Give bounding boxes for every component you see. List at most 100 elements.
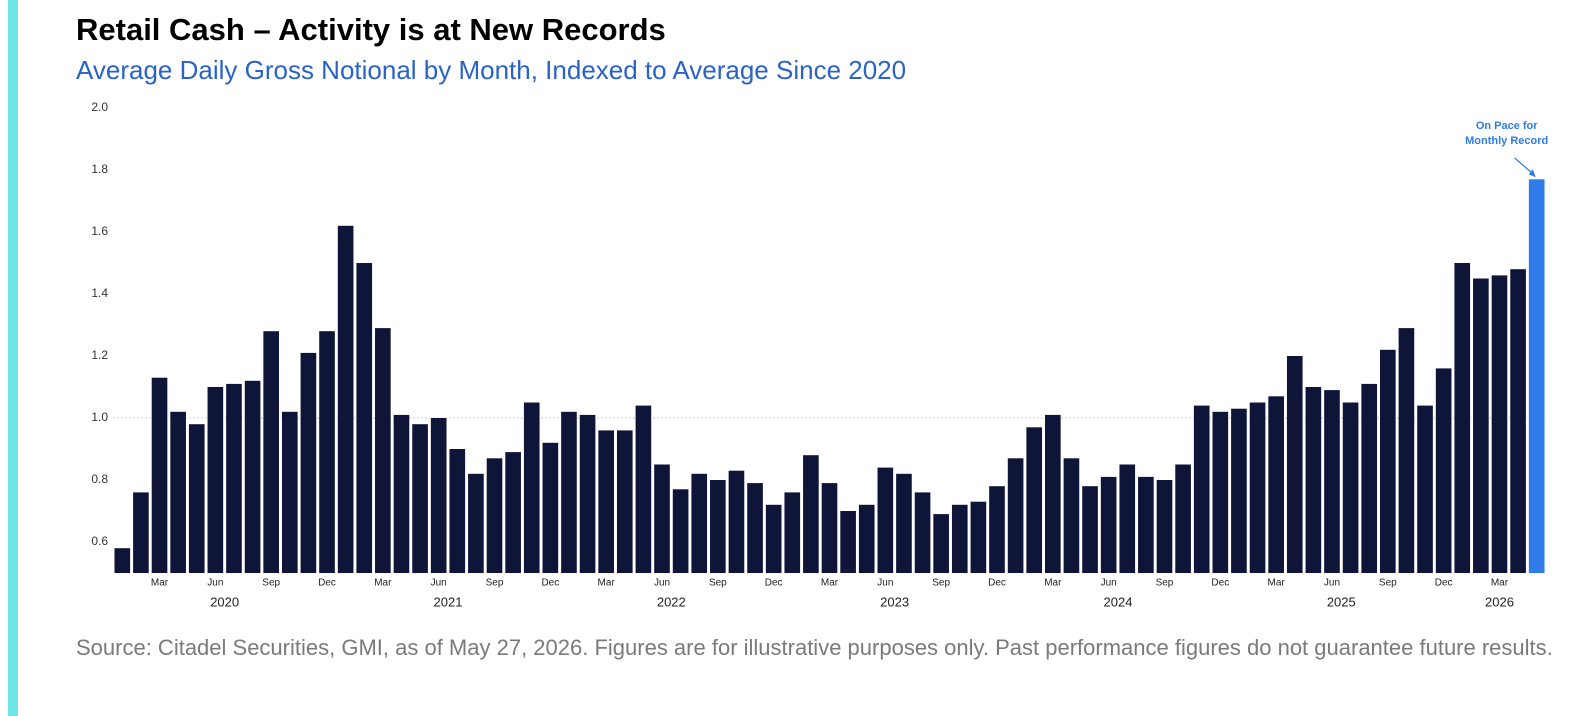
y-tick-label: 1.4: [91, 286, 108, 300]
source-note: Source: Citadel Securities, GMI, as of M…: [76, 635, 1553, 660]
bar: [375, 328, 391, 573]
year-label: 2024: [1104, 594, 1133, 609]
bar: [914, 492, 931, 573]
x-tick-label: Mar: [374, 578, 392, 589]
bar: [933, 514, 949, 573]
x-tick-label: Dec: [1211, 578, 1229, 589]
x-tick-label: Mar: [1044, 578, 1062, 589]
bar: [877, 467, 894, 573]
y-tick-label: 1.0: [91, 410, 108, 424]
bar: [896, 473, 912, 573]
year-label: 2020: [210, 594, 239, 609]
year-label: 2025: [1327, 594, 1356, 609]
x-tick-label: Dec: [765, 578, 783, 589]
bar: [486, 458, 503, 573]
x-tick-label: Sep: [1379, 578, 1397, 589]
bar: [1398, 328, 1415, 573]
bar: [728, 470, 745, 573]
chart-title: Retail Cash – Activity is at New Records: [76, 12, 666, 47]
bar: [1268, 396, 1284, 573]
bar: [951, 504, 968, 573]
bar: [1510, 269, 1526, 573]
bar: [1361, 383, 1378, 573]
bar: [821, 483, 838, 573]
x-tick-label: Jun: [1101, 578, 1117, 589]
chart-subtitle: Average Daily Gross Notional by Month, I…: [76, 55, 907, 85]
bar: [1045, 414, 1061, 573]
bar: [356, 263, 373, 573]
annotation: Monthly Record: [1465, 135, 1548, 147]
x-tick-label: Sep: [709, 578, 727, 589]
bar: [188, 424, 205, 573]
bar: [337, 225, 354, 574]
year-label: 2026: [1485, 594, 1514, 609]
x-tick-label: Dec: [541, 578, 559, 589]
bar: [449, 449, 466, 573]
bar: [1249, 402, 1266, 573]
x-tick-label: Mar: [821, 578, 839, 589]
bar: [989, 486, 1005, 573]
x-tick-label: Jun: [877, 578, 893, 589]
accent-bar: [8, 0, 18, 716]
bar: [784, 492, 801, 573]
bar: [635, 405, 652, 573]
y-tick-label: 2.0: [91, 100, 108, 114]
bar: [393, 414, 410, 573]
x-tick-label: Mar: [1268, 578, 1286, 589]
bar: [505, 452, 521, 573]
bar: [747, 483, 763, 573]
bar: [1435, 368, 1452, 573]
bar: [1286, 356, 1303, 573]
bar: [1417, 405, 1433, 573]
x-tick-label: Dec: [318, 578, 336, 589]
bar: [1212, 411, 1229, 573]
x-tick-label: Jun: [1324, 578, 1340, 589]
y-tick-label: 1.6: [91, 224, 108, 238]
x-tick-label: Sep: [1156, 578, 1174, 589]
bar: [1491, 275, 1508, 573]
bar: [226, 383, 242, 573]
bar: [1473, 278, 1489, 573]
x-tick-label: Sep: [262, 578, 280, 589]
y-tick-label: 0.6: [91, 534, 108, 548]
bar: [263, 331, 280, 573]
bar: [654, 464, 670, 573]
bar: [468, 473, 484, 573]
year-label: 2022: [657, 594, 686, 609]
x-tick-label: Dec: [1435, 578, 1453, 589]
bar: [151, 377, 168, 573]
bar: [970, 501, 987, 573]
x-tick-label: Jun: [207, 578, 223, 589]
bar: [523, 402, 540, 573]
bar: [840, 511, 856, 573]
bar: [1324, 390, 1340, 573]
bar: [300, 352, 317, 573]
bar: [1100, 476, 1117, 573]
bar: [1063, 458, 1080, 573]
year-label: 2023: [880, 594, 909, 609]
bar: [1454, 263, 1471, 573]
bar: [114, 548, 131, 573]
bar: [691, 473, 708, 573]
bar: [616, 430, 633, 573]
bar: [1379, 349, 1396, 573]
bar: [281, 411, 298, 573]
x-tick-label: Mar: [151, 578, 169, 589]
bar: [1193, 405, 1210, 573]
x-tick-label: Sep: [932, 578, 950, 589]
bar: [1138, 476, 1154, 573]
bar: [319, 331, 335, 573]
bar: [1342, 402, 1359, 573]
bar: [1231, 408, 1247, 573]
bar: [561, 411, 577, 573]
x-tick-label: Dec: [988, 578, 1006, 589]
x-tick-label: Mar: [598, 578, 616, 589]
bar: [765, 504, 782, 573]
bar: [1528, 179, 1545, 574]
bar: [1007, 458, 1024, 573]
annotation: On Pace for: [1476, 120, 1538, 132]
y-tick-label: 0.8: [91, 472, 108, 486]
bar: [412, 424, 428, 573]
bar: [1305, 387, 1322, 573]
